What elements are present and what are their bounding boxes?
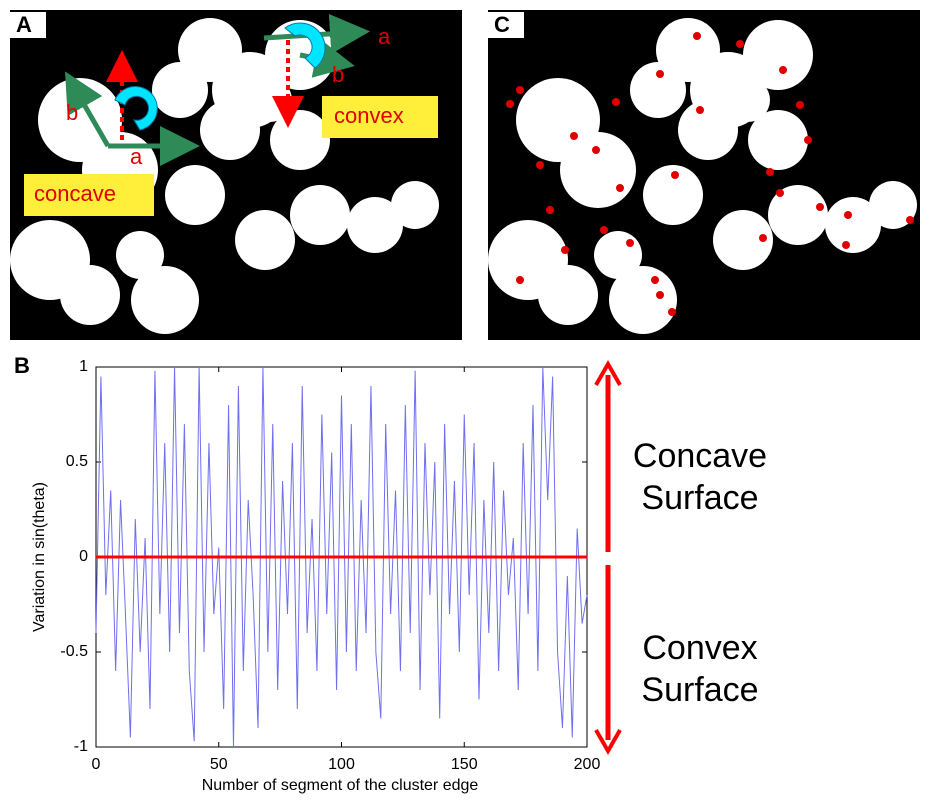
annotation: a — [378, 24, 391, 49]
y-tick-label: 0.5 — [66, 453, 88, 470]
x-tick-label: 0 — [92, 756, 101, 773]
y-tick-label: -0.5 — [60, 643, 88, 660]
figure: A concave convex a b a b C B Number of s… — [0, 0, 932, 799]
panel-label: A — [16, 12, 32, 37]
x-axis-label: Number of segment of the cluster edge — [202, 777, 479, 794]
page: A concave convex a b a b C B Number of s… — [0, 0, 932, 804]
y-tick-label: -1 — [74, 738, 88, 755]
x-tick-label: 50 — [210, 756, 228, 773]
side-label: Convex — [642, 629, 757, 667]
annotation: a — [130, 144, 143, 169]
panel-label: C — [494, 12, 510, 37]
y-tick-label: 1 — [79, 358, 88, 375]
y-tick-label: 0 — [79, 548, 88, 565]
x-tick-label: 200 — [574, 756, 601, 773]
x-tick-label: 150 — [451, 756, 478, 773]
panel-label: B — [14, 353, 30, 378]
annotation: b — [66, 100, 78, 125]
side-label: Concave — [633, 437, 767, 475]
annotation: b — [332, 62, 344, 87]
y-axis-label: Variation in sin(theta) — [31, 482, 48, 632]
annotation: convex — [334, 103, 404, 128]
side-label: Surface — [641, 479, 758, 517]
side-label: Surface — [641, 671, 758, 709]
annotation: concave — [34, 181, 116, 206]
x-tick-label: 100 — [328, 756, 355, 773]
